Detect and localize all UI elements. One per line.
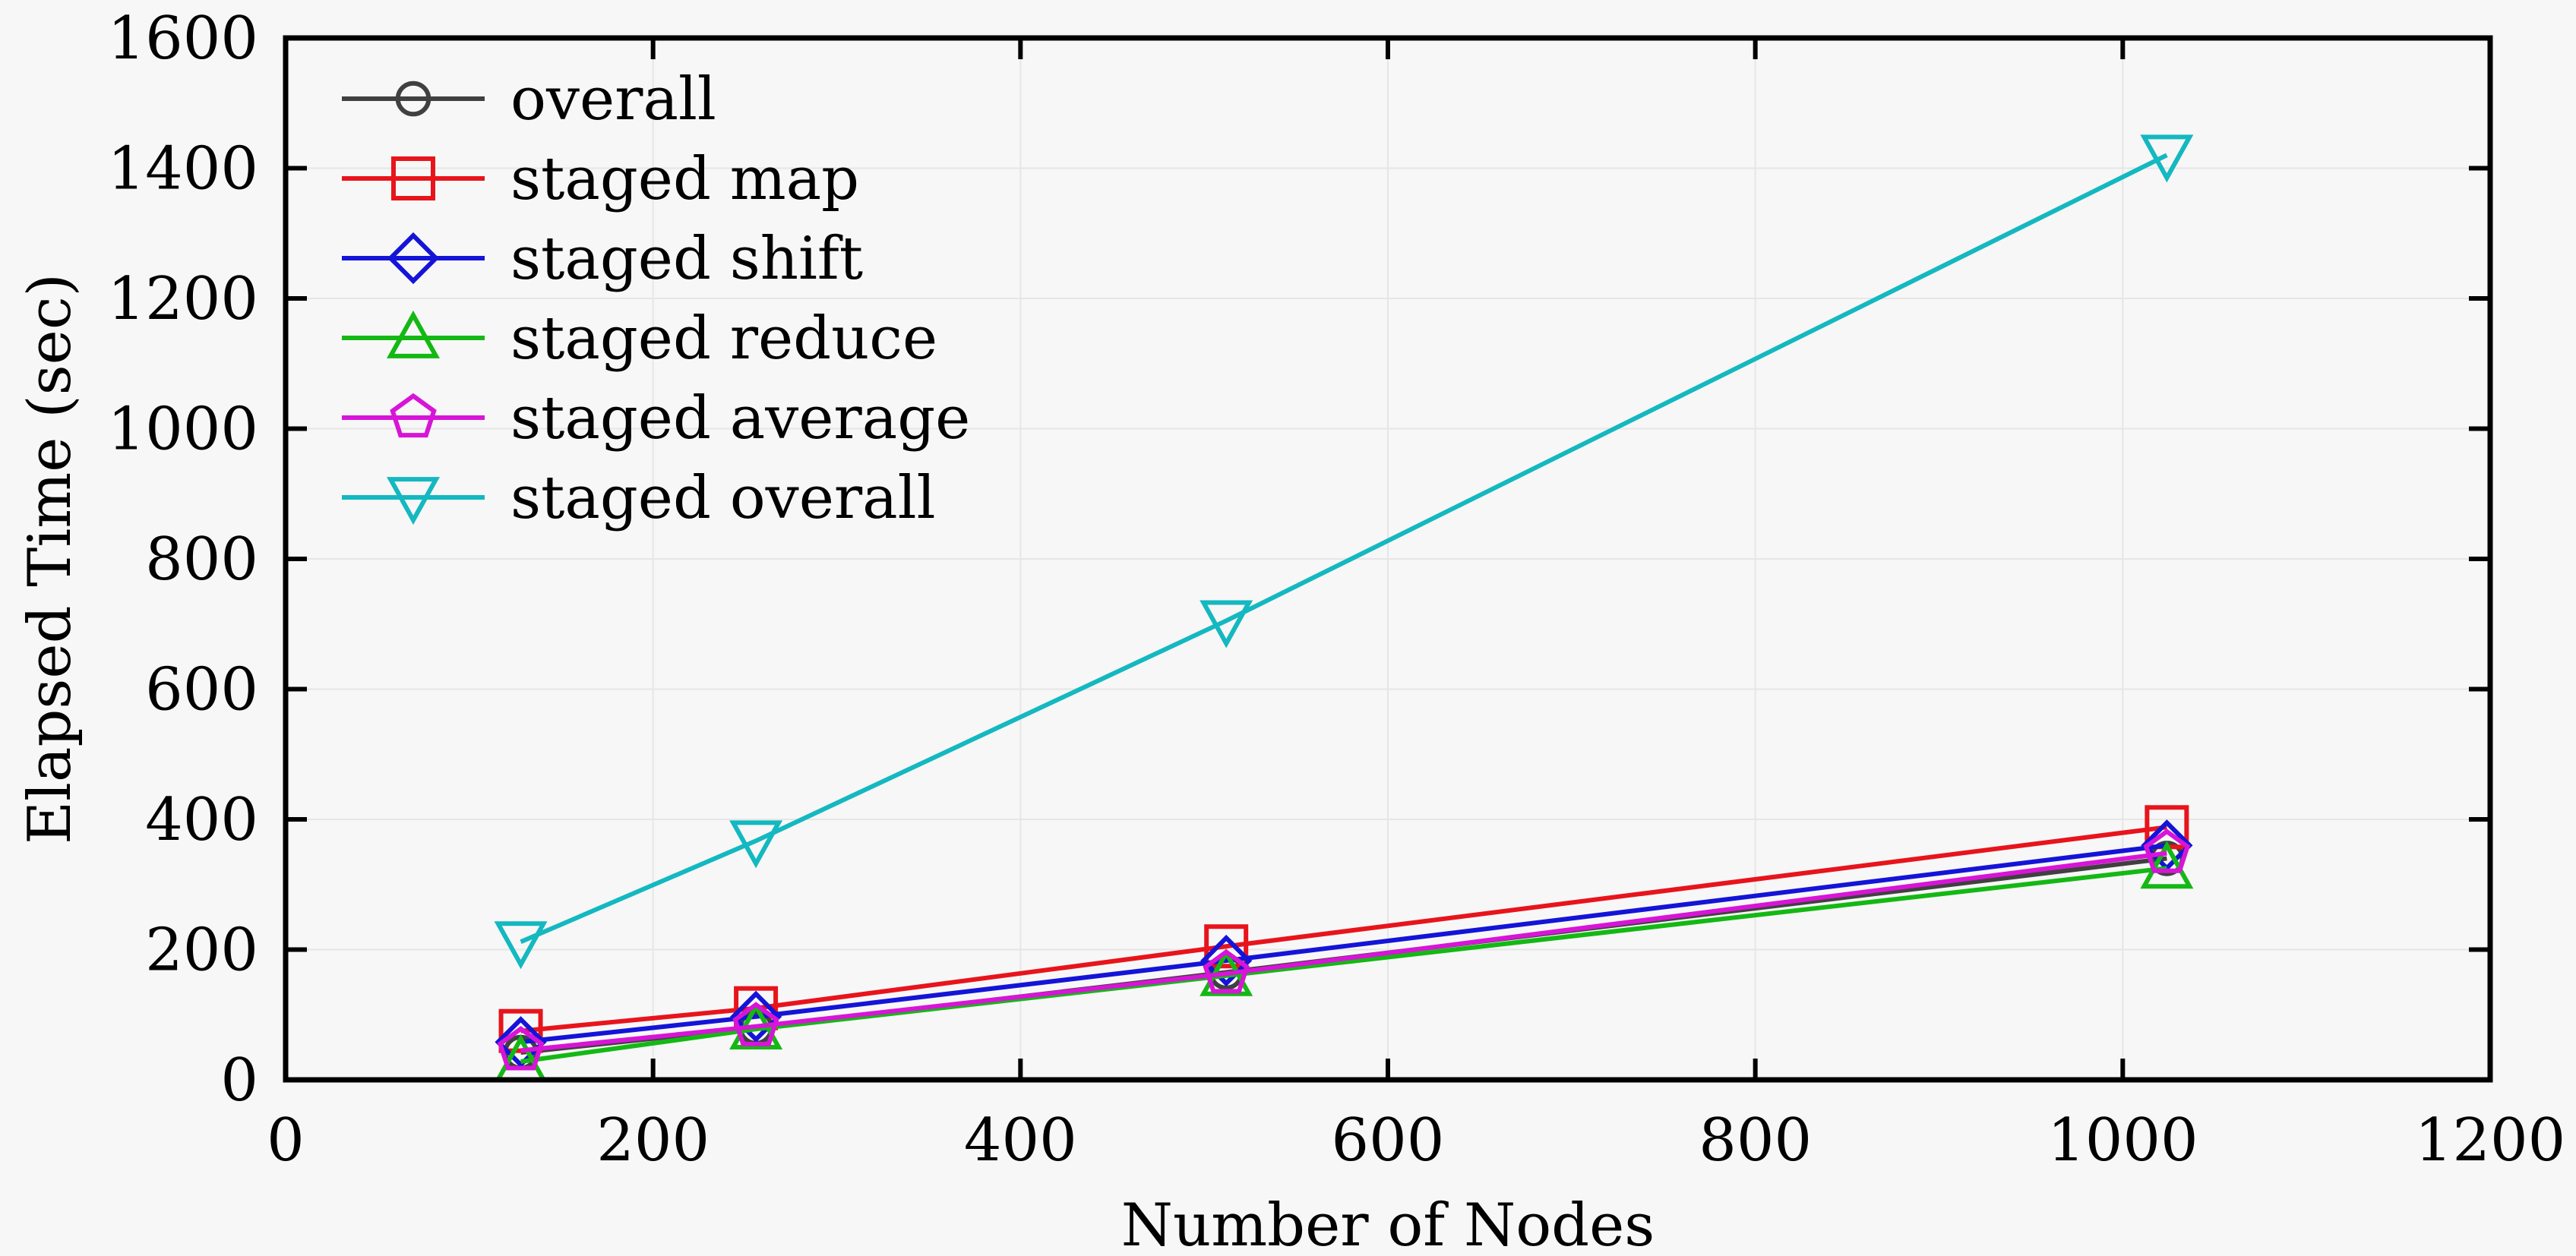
legend-marker (395, 80, 431, 117)
series-staged-overall (494, 134, 2194, 970)
data-point (2143, 828, 2191, 873)
series-line (520, 153, 2168, 944)
legend-entry: staged average (342, 384, 970, 453)
y-tick-label: 200 (145, 917, 258, 985)
data-point (729, 990, 782, 1043)
series-line (520, 843, 2167, 1045)
data-point (732, 1002, 779, 1046)
legend-marker (390, 393, 437, 438)
data-point (1199, 600, 1253, 649)
data-point (1200, 934, 1253, 987)
data-point (1204, 924, 1249, 969)
series-staged-shift (495, 819, 2193, 1068)
legend-marker (387, 477, 440, 525)
legend-label: staged shift (510, 225, 863, 293)
series-staged-average (497, 828, 2191, 1071)
x-tick-label: 1200 (2415, 1106, 2566, 1175)
legend-entry: staged overall (342, 464, 936, 532)
legend-label: staged map (510, 145, 859, 213)
series-line (520, 850, 2167, 1053)
legend-label: staged average (510, 384, 970, 453)
data-point (497, 1026, 545, 1071)
y-tick-label: 0 (220, 1046, 258, 1115)
legend: overall staged map staged shift staged redu… (342, 65, 970, 532)
series-layer (494, 134, 2194, 1082)
legend-entry: overall (342, 65, 716, 134)
y-tick-label: 400 (145, 786, 258, 854)
gridlines (286, 38, 2490, 1080)
data-point (729, 820, 783, 869)
data-point (2140, 841, 2194, 889)
legend-entry: staged map (342, 145, 859, 213)
x-tick-label: 800 (1699, 1106, 1812, 1175)
data-point (498, 1008, 543, 1053)
y-axis-title: Elapsed Time (sec) (16, 273, 84, 844)
series-line (520, 825, 2167, 1034)
data-point (1203, 948, 1250, 994)
x-tick-label: 400 (964, 1106, 1077, 1175)
data-point (2140, 134, 2194, 183)
legend-label: overall (510, 65, 716, 134)
legend-label: staged overall (510, 464, 936, 532)
y-axis-tick-labels: 0 200 400 600 800 1000 1200 1400 1600 (107, 5, 258, 1115)
y-tick-label: 1600 (107, 5, 258, 73)
x-tick-label: 600 (1332, 1106, 1445, 1175)
x-axis-tick-labels: 0 200 400 600 800 1000 1200 (267, 1106, 2565, 1175)
x-tick-label: 1000 (2047, 1106, 2198, 1175)
x-tick-label: 0 (267, 1106, 305, 1175)
data-point (2141, 819, 2193, 872)
data-point (494, 921, 548, 970)
y-tick-label: 600 (145, 656, 258, 724)
data-point (495, 1016, 547, 1068)
y-tick-label: 1000 (107, 396, 258, 464)
legend-marker (387, 232, 440, 285)
legend-label: staged reduce (510, 305, 937, 373)
axis-ticks (286, 38, 2490, 1080)
legend-entry: staged reduce (342, 305, 937, 373)
y-tick-label: 800 (145, 525, 258, 594)
y-tick-label: 1400 (107, 135, 258, 204)
legend-marker (387, 310, 440, 358)
y-tick-label: 1200 (107, 265, 258, 333)
x-axis-title: Number of Nodes (1121, 1191, 1655, 1256)
legend-entry: staged shift (342, 225, 863, 293)
legend-marker (391, 156, 435, 200)
x-tick-label: 200 (596, 1106, 710, 1175)
